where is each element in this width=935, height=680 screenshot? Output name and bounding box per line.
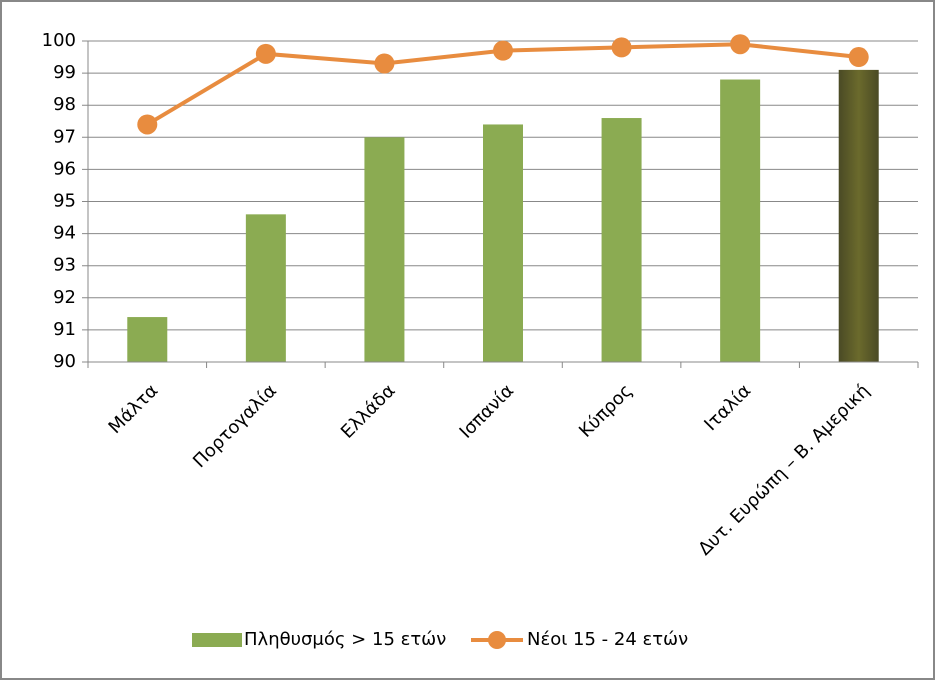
y-tick-label: 92 [53,287,76,308]
y-tick-label: 91 [53,319,76,340]
y-tick-label: 95 [53,191,76,212]
y-tick-label: 99 [53,62,76,83]
marker [848,47,869,68]
marker [611,37,632,58]
bar [364,137,405,362]
y-tick-label: 98 [53,94,76,115]
y-tick-label: 97 [53,126,76,147]
bar [720,79,761,363]
y-tick-label: 94 [53,223,76,244]
marker [374,53,395,74]
bar [245,214,286,362]
legend-label: Πληθυσμός > 15 ετών [244,629,446,650]
y-tick-label: 96 [53,158,76,179]
bar [838,69,879,362]
marker [137,114,158,135]
legend-swatch [192,633,242,647]
legend-marker [488,631,506,649]
marker [493,40,513,61]
bar [483,124,523,363]
y-tick-label: 90 [53,351,76,372]
legend-label: Νέοι 15 - 24 ετών [527,629,688,650]
marker [730,34,751,55]
marker [255,43,276,64]
bar [127,317,168,362]
y-tick-label: 100 [42,30,76,51]
bar [601,118,642,362]
y-tick-label: 93 [53,255,76,276]
